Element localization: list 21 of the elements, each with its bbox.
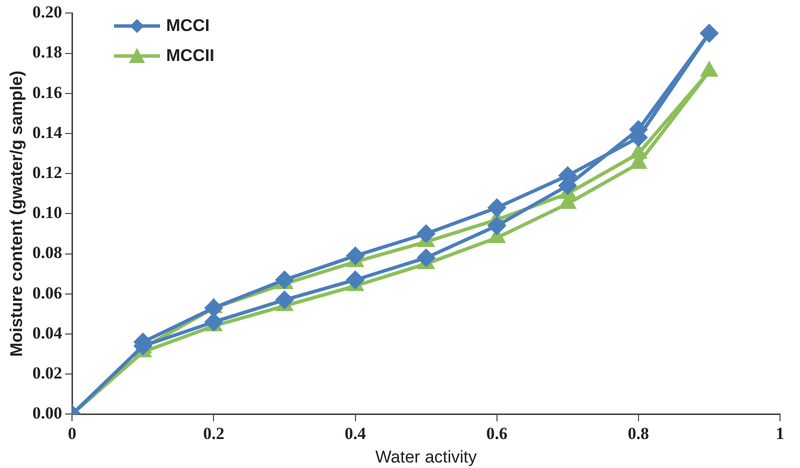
x-tick-label: 0 (68, 424, 76, 443)
y-tick-label: 0.04 (32, 323, 63, 342)
y-tick-label: 0.16 (32, 82, 62, 102)
y-tick-label: 0.02 (32, 363, 62, 382)
y-axis-title: Moisture content (gwater/g sample) (6, 70, 26, 357)
legend-label: MCCII (166, 46, 214, 66)
y-tick-label: 0.14 (32, 122, 63, 142)
x-tick-label: 1 (776, 424, 784, 443)
x-axis-title: Water activity (375, 447, 478, 466)
y-tick-label: 0.00 (32, 404, 62, 423)
y-tick-label: 0.10 (32, 203, 62, 222)
y-tick-label: 0.18 (32, 42, 62, 62)
x-tick-label: 0.4 (344, 424, 366, 443)
x-tick-label: 0.2 (203, 424, 224, 443)
y-tick-label: 0.08 (32, 243, 62, 262)
legend-label: MCCI (166, 16, 210, 36)
y-tick-label: 0.06 (32, 283, 62, 302)
x-tick-label: 0.6 (486, 424, 508, 443)
y-tick-label: 0.12 (32, 162, 62, 182)
y-tick-label: 0.20 (32, 2, 62, 22)
x-tick-label: 0.8 (628, 424, 650, 443)
